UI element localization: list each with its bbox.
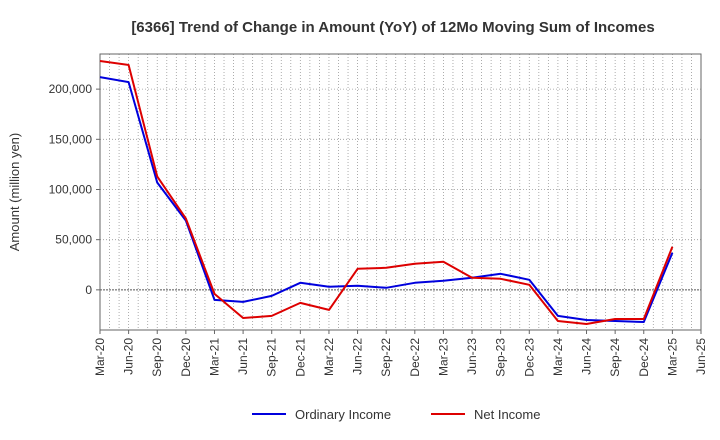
x-tick-label: Sep-21 (265, 338, 279, 377)
series-line-ordinary-income (99, 76, 674, 323)
legend-label: Ordinary Income (295, 407, 391, 422)
x-tick-label: Mar-20 (93, 338, 107, 376)
x-tick-label: Jun-22 (351, 338, 365, 375)
x-tick-label: Mar-24 (551, 338, 565, 376)
series-group (99, 60, 674, 325)
x-tick-label: Mar-25 (665, 338, 679, 376)
grid (99, 54, 701, 330)
x-tick-label: Jun-23 (465, 338, 479, 375)
series-line-net-income (99, 60, 674, 325)
x-tick-label: Dec-23 (522, 338, 536, 377)
y-tick-label: 100,000 (49, 182, 93, 196)
x-axis: Mar-20 Jun-20 Sep-20 Dec-20 Mar-21 Jun-21 Sep-… (93, 330, 708, 377)
x-tick-label: Sep-20 (150, 338, 164, 377)
y-tick-label: 200,000 (49, 82, 93, 96)
x-tick-label: Jun-21 (236, 338, 250, 375)
x-tick-label: Sep-23 (494, 338, 508, 377)
y-tick-label: 0 (85, 283, 92, 297)
x-tick-label: Dec-24 (637, 338, 651, 377)
plot-frame (99, 53, 702, 331)
y-axis: 0 50,000 100,000 150,000 200,000 (49, 82, 100, 297)
x-tick-label: Dec-22 (408, 338, 422, 377)
y-tick-label: 150,000 (49, 132, 93, 146)
y-axis-title: Amount (million yen) (7, 133, 22, 252)
x-tick-label: Dec-20 (179, 338, 193, 377)
x-tick-label: Jun-20 (122, 338, 136, 375)
x-tick-label: Mar-21 (207, 338, 221, 376)
legend-label: Net Income (474, 407, 540, 422)
legend: Ordinary Income Net Income (252, 407, 540, 422)
chart-title: [6366] Trend of Change in Amount (YoY) o… (131, 19, 654, 36)
x-tick-label: Mar-22 (322, 338, 336, 376)
x-tick-label: Mar-23 (436, 338, 450, 376)
y-tick-label: 50,000 (55, 233, 92, 247)
x-tick-label: Sep-24 (608, 338, 622, 377)
x-tick-label: Dec-21 (293, 338, 307, 377)
x-tick-label: Sep-22 (379, 338, 393, 377)
x-tick-label: Jun-24 (580, 338, 594, 375)
x-tick-label: Jun-25 (694, 338, 708, 375)
